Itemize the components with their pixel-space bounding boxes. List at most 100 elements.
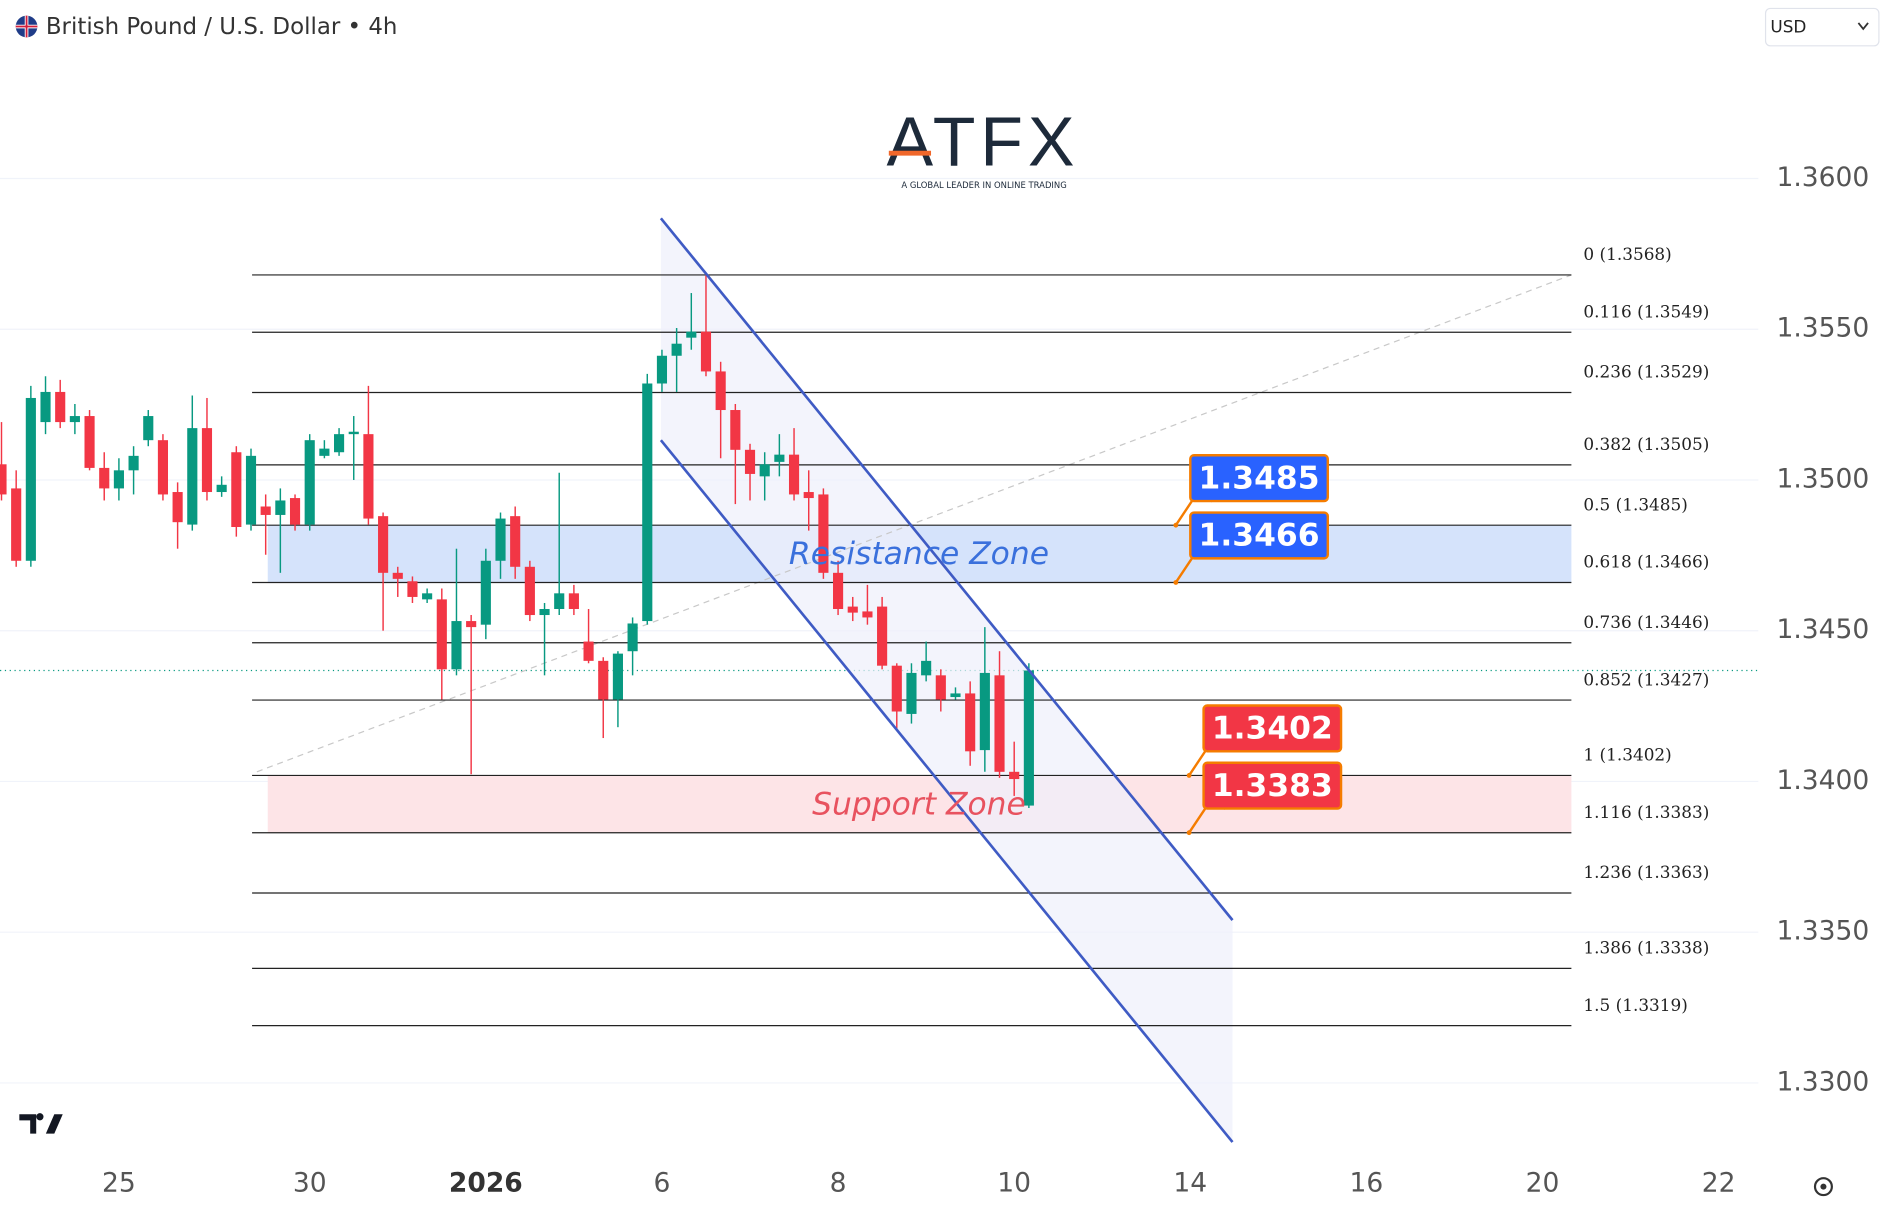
channel-fill <box>660 218 1233 1143</box>
zone-label: Support Zone <box>812 786 1026 822</box>
candle-body <box>1009 771 1020 780</box>
candle-body <box>260 506 271 515</box>
x-tick-label: 8 <box>830 1168 847 1199</box>
candle-body <box>99 467 110 489</box>
candle-body <box>289 498 301 525</box>
candle-body <box>568 593 579 610</box>
currency-label: USD <box>1770 17 1806 37</box>
tag-anchor <box>1173 580 1179 585</box>
candle-body <box>113 470 124 489</box>
candle-body <box>319 448 330 456</box>
x-tick-label: 25 <box>102 1168 136 1199</box>
candle-body <box>744 449 756 474</box>
header: British Pound / U.S. Dollar • 4h USD <box>15 7 1880 47</box>
candle-body <box>1023 670 1034 806</box>
y-tick-label: 1.3350 <box>1776 916 1869 947</box>
candle-body <box>774 454 785 462</box>
candle-body <box>642 383 653 622</box>
settings-icon[interactable] <box>1813 1177 1833 1197</box>
logo-name: ATFX <box>886 103 1079 181</box>
x-tick-label: 14 <box>1173 1168 1207 1199</box>
candle-body <box>818 494 829 573</box>
candle-body <box>510 516 521 567</box>
candle-body <box>598 660 609 700</box>
candle-body <box>128 455 139 471</box>
candle-body <box>304 440 315 525</box>
candle-body <box>231 452 242 528</box>
overlay-layer <box>659 217 1234 1143</box>
fib-label: 1.116 (1.3383) <box>1583 802 1709 822</box>
candle-body <box>275 500 286 515</box>
candle-body <box>950 693 961 698</box>
candle-body <box>671 343 682 356</box>
price-tag-label: 1.3466 <box>1199 518 1320 554</box>
candle-body <box>539 609 550 616</box>
candle-body <box>495 518 506 561</box>
fib-label: 0 (1.3568) <box>1583 244 1671 264</box>
currency-select[interactable] <box>1764 7 1880 47</box>
candle-body <box>803 492 814 499</box>
fib-label: 1.236 (1.3363) <box>1583 862 1709 882</box>
x-tick-label: 22 <box>1702 1168 1736 1199</box>
price-tag <box>1202 761 1343 810</box>
symbol-title: British Pound / U.S. Dollar • 4h <box>46 14 398 40</box>
candle-body <box>891 665 902 712</box>
x-tick-label: 16 <box>1350 1168 1384 1199</box>
candle-body <box>84 416 95 468</box>
candle-body <box>906 672 917 714</box>
y-tick-label: 1.3600 <box>1776 162 1869 193</box>
candle-body <box>69 416 80 423</box>
tag-anchor <box>1173 522 1179 528</box>
channel-lower <box>659 439 1234 1143</box>
price-tag <box>1189 454 1329 503</box>
candle-body <box>686 331 697 338</box>
price-tag <box>1189 511 1329 560</box>
candle-body <box>847 606 858 613</box>
candle-body <box>715 371 726 411</box>
candle-body <box>554 593 565 610</box>
candle-body <box>877 606 888 666</box>
candle-body <box>979 672 990 751</box>
candle-body <box>994 675 1005 772</box>
y-tick-label: 1.3450 <box>1776 614 1869 645</box>
logo-tagline: A GLOBAL LEADER IN ONLINE TRADING <box>901 180 1066 190</box>
candle-body <box>55 391 66 423</box>
candle-body <box>363 434 374 519</box>
candle-body <box>11 488 22 561</box>
candle-body <box>0 464 7 495</box>
zone <box>267 775 1572 833</box>
candle-body <box>965 693 976 752</box>
candle-body <box>862 611 873 618</box>
x-tick-label: 30 <box>293 1168 327 1199</box>
candle-body <box>524 566 535 616</box>
candle-body <box>921 660 932 676</box>
candle-body <box>25 397 36 561</box>
fib-label: 0.618 (1.3466) <box>1583 552 1709 572</box>
fib-label: 0.5 (1.3485) <box>1583 494 1687 514</box>
candle-body <box>245 455 257 525</box>
candle-body <box>436 599 447 670</box>
tag-anchor <box>1186 830 1192 836</box>
candle-body <box>378 516 389 573</box>
candle-body <box>216 484 227 493</box>
fib-label: 1 (1.3402) <box>1583 745 1671 765</box>
candle-body <box>157 440 169 495</box>
candle-body <box>201 428 213 493</box>
candle-body <box>788 454 800 495</box>
price-tag-label: 1.3402 <box>1212 711 1333 747</box>
candle-body <box>407 581 418 597</box>
candle-body <box>392 572 403 579</box>
settings-dot <box>1820 1183 1827 1190</box>
channel-upper <box>659 217 1234 921</box>
fib-label: 0.852 (1.3427) <box>1583 669 1709 689</box>
candle-body <box>759 464 770 477</box>
x-tick-label: 20 <box>1526 1168 1560 1199</box>
y-tick-label: 1.3400 <box>1776 765 1869 796</box>
fib-label: 0.736 (1.3446) <box>1583 612 1709 632</box>
candle-body <box>480 560 491 625</box>
candle-body <box>935 675 946 700</box>
tv-logo <box>19 1113 63 1134</box>
zone-label: Resistance Zone <box>789 536 1049 572</box>
candles-layer <box>0 274 1034 808</box>
